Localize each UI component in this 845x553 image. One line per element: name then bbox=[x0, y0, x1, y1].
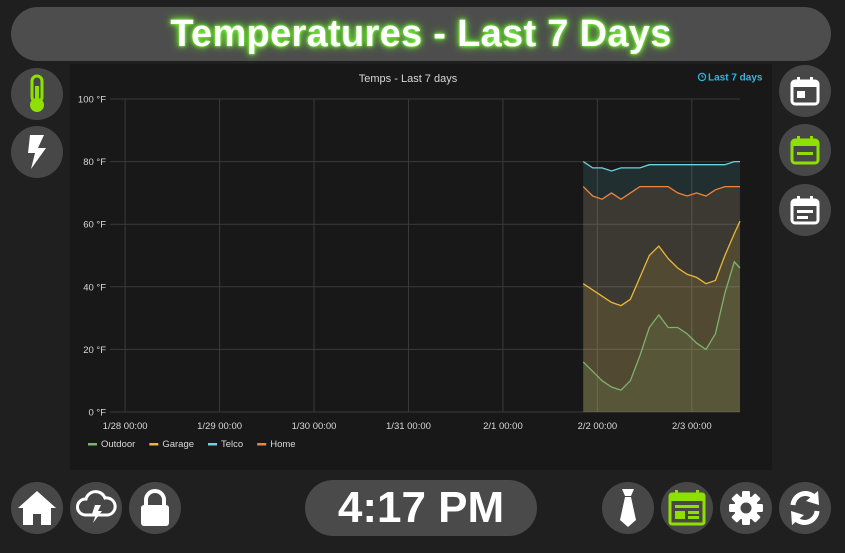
lightning-bolt-icon bbox=[28, 135, 46, 169]
series-area-telco bbox=[583, 161, 740, 412]
weather-button[interactable] bbox=[70, 482, 122, 534]
storm-cloud-icon bbox=[76, 490, 117, 523]
lock-button[interactable] bbox=[129, 482, 181, 534]
chart-panel: Temps - Last 7 days Last 7 days 0 °F 20 °… bbox=[70, 64, 772, 470]
y-tick-label: 20 °F bbox=[83, 345, 106, 356]
x-tick-label: 1/30 00:00 bbox=[292, 421, 337, 432]
legend-swatch bbox=[149, 443, 159, 446]
calendar-month-icon bbox=[790, 196, 820, 225]
lock-icon bbox=[141, 489, 169, 526]
series-line-garage bbox=[582, 220, 741, 307]
legend-item-garage[interactable]: Garage bbox=[149, 439, 194, 450]
legend-swatch bbox=[257, 443, 267, 446]
legend-label: Telco bbox=[221, 439, 243, 450]
clock-display: 4:17 PM bbox=[305, 480, 537, 536]
x-tick-label: 1/29 00:00 bbox=[197, 421, 242, 432]
refresh-icon bbox=[790, 491, 820, 525]
calendar-day-icon bbox=[790, 77, 820, 106]
tie-icon bbox=[620, 489, 636, 527]
clock-time: 4:17 PM bbox=[337, 483, 505, 532]
clock-icon bbox=[697, 72, 707, 82]
dashboard-button[interactable] bbox=[661, 482, 713, 534]
time-range-picker[interactable]: Last 7 days bbox=[697, 72, 763, 84]
legend-item-home[interactable]: Home bbox=[257, 439, 296, 450]
series-area-home bbox=[583, 186, 740, 412]
y-tick-label: 40 °F bbox=[83, 282, 106, 293]
series-area-outdoor bbox=[583, 261, 740, 412]
x-tick-label: 2/3 00:00 bbox=[672, 421, 712, 432]
y-tick-label: 60 °F bbox=[83, 220, 106, 231]
legend-label: Home bbox=[270, 439, 295, 450]
nav-power-button[interactable] bbox=[11, 126, 63, 178]
y-tick-label: 100 °F bbox=[78, 95, 106, 106]
home-button[interactable] bbox=[11, 482, 63, 534]
temperature-chart: Temps - Last 7 days Last 7 days 0 °F 20 °… bbox=[78, 72, 763, 451]
legend-item-telco[interactable]: Telco bbox=[208, 439, 243, 450]
legend-label: Outdoor bbox=[101, 439, 135, 450]
legend-item-outdoor[interactable]: Outdoor bbox=[88, 439, 135, 450]
series-line-home bbox=[582, 185, 740, 200]
legend-swatch bbox=[88, 443, 97, 446]
x-tick-label: 1/31 00:00 bbox=[386, 421, 431, 432]
time-range-label: Last 7 days bbox=[708, 73, 763, 84]
page-title: Temperatures - Last 7 Days bbox=[170, 12, 672, 55]
refresh-button[interactable] bbox=[779, 482, 831, 534]
gear-icon bbox=[729, 491, 763, 525]
legend-swatch bbox=[208, 443, 218, 446]
y-tick-label: 80 °F bbox=[83, 157, 106, 168]
x-tick-label: 2/2 00:00 bbox=[578, 421, 618, 432]
chart-title: Temps - Last 7 days bbox=[359, 73, 458, 85]
business-button[interactable] bbox=[602, 482, 654, 534]
range-month-button[interactable] bbox=[779, 184, 831, 236]
range-week-button[interactable] bbox=[779, 124, 831, 176]
series-line-telco bbox=[582, 160, 740, 172]
title-bar: Temperatures - Last 7 Days bbox=[11, 7, 831, 61]
series-line-outdoor bbox=[582, 260, 741, 391]
home-icon bbox=[18, 491, 56, 525]
series-area-garage bbox=[583, 221, 740, 412]
y-tick-label: 0 °F bbox=[88, 408, 106, 419]
dashboard-layout-icon bbox=[668, 490, 706, 526]
x-tick-label: 2/1 00:00 bbox=[483, 421, 523, 432]
x-tick-label: 1/28 00:00 bbox=[103, 421, 148, 432]
thermometer-icon bbox=[30, 74, 44, 112]
settings-button[interactable] bbox=[720, 482, 772, 534]
range-day-button[interactable] bbox=[779, 65, 831, 117]
calendar-week-icon bbox=[790, 136, 820, 165]
legend-label: Garage bbox=[162, 439, 194, 450]
nav-temperatures-button[interactable] bbox=[11, 68, 63, 120]
